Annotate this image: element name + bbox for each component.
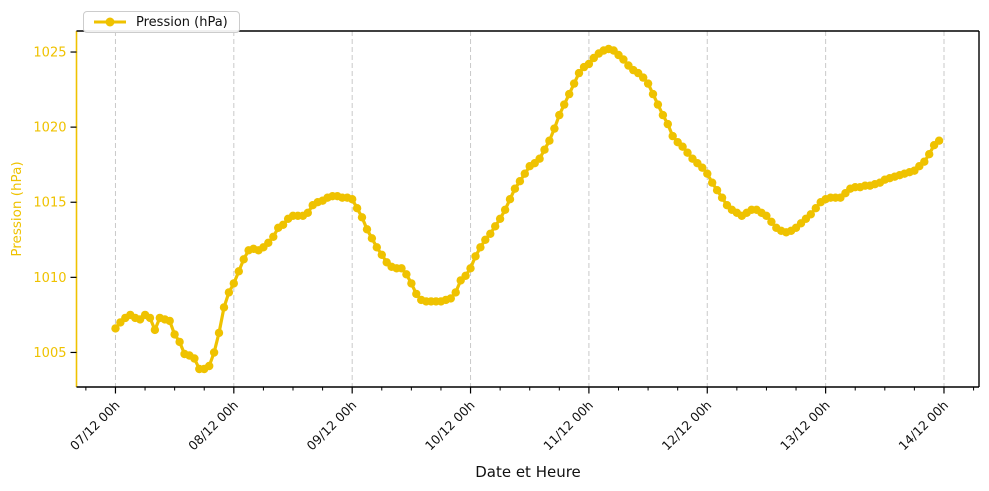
- data-point: [505, 195, 515, 204]
- data-point: [219, 303, 229, 312]
- data-point: [698, 163, 707, 172]
- data-point: [643, 79, 653, 88]
- data-point: [264, 238, 273, 247]
- data-point: [471, 252, 480, 261]
- data-point: [269, 232, 278, 241]
- x-tick-label: 14/12 00h: [895, 398, 951, 454]
- data-point: [486, 229, 495, 238]
- data-point: [658, 110, 668, 120]
- y-tick-label: 1020: [33, 121, 66, 136]
- data-point: [150, 325, 160, 335]
- data-point: [446, 294, 455, 303]
- data-point: [209, 348, 219, 357]
- data-point: [357, 213, 367, 222]
- y-tick-label: 1025: [33, 46, 66, 61]
- data-point: [678, 142, 687, 151]
- data-point: [397, 264, 406, 273]
- data-point: [555, 110, 564, 120]
- data-point: [535, 154, 544, 163]
- data-point: [461, 271, 470, 280]
- data-point: [229, 279, 238, 288]
- legend-label: Pression (hPa): [136, 14, 228, 30]
- data-point: [934, 136, 944, 145]
- data-point: [668, 131, 677, 141]
- legend: Pression (hPa): [83, 11, 240, 33]
- data-point: [224, 288, 234, 297]
- data-point: [111, 324, 120, 333]
- data-point: [500, 205, 510, 214]
- data-point: [362, 225, 372, 234]
- x-axis-title: Date et Heure: [475, 463, 581, 481]
- data-point: [476, 243, 485, 252]
- legend-line-marker-icon: [94, 17, 126, 27]
- data-point: [239, 255, 248, 264]
- data-point: [653, 100, 663, 109]
- data-point: [712, 186, 722, 195]
- data-point: [367, 234, 377, 243]
- data-point: [584, 59, 594, 69]
- data-point: [811, 204, 820, 213]
- data-point: [569, 79, 579, 88]
- data-point: [648, 89, 658, 99]
- data-point: [278, 220, 288, 229]
- data-point: [481, 235, 490, 244]
- data-point: [574, 68, 584, 78]
- x-tick-label: 10/12 00h: [422, 398, 478, 454]
- data-point: [348, 195, 357, 204]
- data-point: [703, 169, 712, 178]
- data-point: [491, 222, 500, 231]
- data-point: [762, 211, 771, 220]
- data-point: [402, 270, 411, 279]
- data-point: [175, 337, 184, 347]
- x-tick-label: 12/12 00h: [659, 398, 715, 454]
- data-point: [717, 193, 727, 202]
- data-point: [540, 145, 549, 154]
- data-point: [619, 55, 628, 64]
- data-point: [515, 177, 525, 186]
- data-point: [205, 361, 214, 371]
- data-point: [639, 73, 648, 82]
- data-point: [451, 288, 460, 297]
- y-tick-label: 1015: [33, 196, 66, 211]
- data-point: [377, 250, 386, 259]
- data-point: [550, 124, 559, 133]
- data-point: [145, 313, 155, 323]
- data-point: [372, 243, 381, 252]
- y-tick-label: 1005: [33, 346, 66, 361]
- x-tick-label: 13/12 00h: [777, 398, 833, 454]
- x-tick-label: 07/12 00h: [67, 398, 123, 454]
- data-point: [214, 328, 224, 338]
- data-point: [352, 204, 362, 213]
- data-point: [663, 119, 672, 129]
- data-point: [466, 264, 475, 273]
- data-point: [165, 316, 174, 326]
- x-tick-label: 08/12 00h: [185, 398, 241, 454]
- data-point: [560, 100, 569, 109]
- data-point: [565, 89, 574, 99]
- y-tick-label: 1010: [33, 271, 66, 286]
- data-point: [495, 214, 505, 223]
- data-point: [925, 150, 934, 159]
- data-point: [170, 330, 179, 339]
- data-point: [520, 169, 529, 178]
- y-axis-title: Pression (hPa): [9, 161, 25, 257]
- data-point: [683, 148, 692, 157]
- data-point: [412, 289, 421, 299]
- data-point: [767, 217, 776, 226]
- data-point: [303, 208, 312, 217]
- data-point: [920, 157, 929, 166]
- data-point: [190, 354, 199, 363]
- x-tick-label: 11/12 00h: [540, 398, 596, 454]
- data-point: [806, 210, 815, 219]
- x-tick-label: 09/12 00h: [304, 398, 360, 454]
- data-point: [545, 136, 554, 145]
- data-point: [510, 184, 520, 193]
- data-point: [407, 279, 416, 288]
- data-point: [708, 178, 717, 187]
- data-point: [234, 267, 243, 276]
